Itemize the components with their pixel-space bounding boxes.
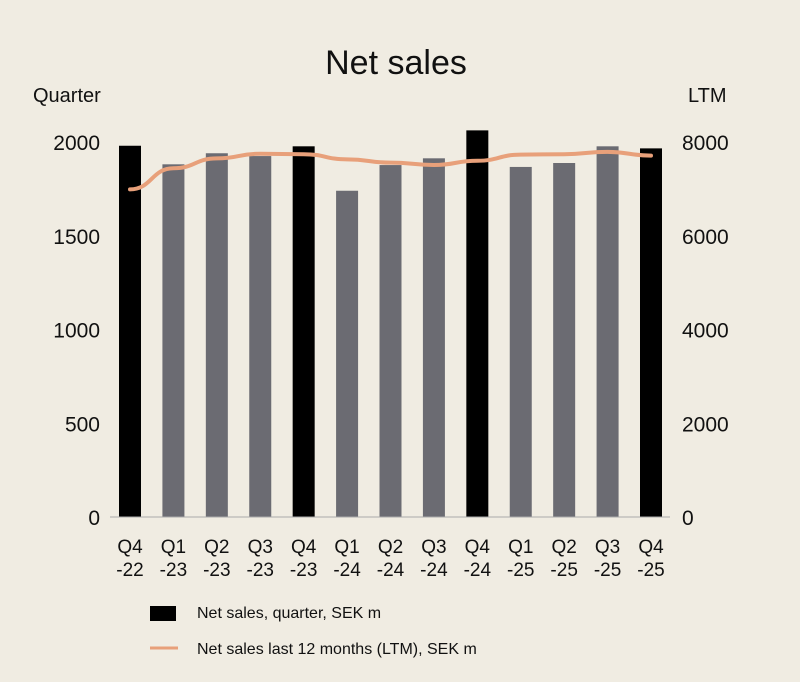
x-tick-label-year: -22 [116,560,143,581]
x-tick-label-year: -23 [160,560,187,581]
bar-Q3-23 [249,156,272,517]
right-tick-label: 2000 [682,413,729,436]
ltm-line [128,149,653,192]
left-tick-label: 1500 [53,226,100,249]
left-tick-label: 2000 [53,132,100,155]
x-tick-label: Q1 [334,537,359,558]
x-tick-label-year: -25 [507,560,534,581]
x-tick-label-year: -24 [333,560,361,581]
x-tick-label-year: -23 [290,560,317,581]
bar-Q4-22 [119,145,141,517]
x-tick-label: Q4 [465,537,491,558]
x-tick-label: Q2 [204,537,229,558]
right-tick-label: 6000 [682,226,729,249]
bar-Q3-25 [596,146,619,517]
bar-Q4-23 [292,146,315,517]
legend-bar-label: Net sales, quarter, SEK m [197,605,381,622]
x-tick-label-year: -23 [247,560,274,581]
x-tick-label-year: -25 [637,560,664,581]
legend-line-label: Net sales last 12 months (LTM), SEK m [197,641,477,658]
right-tick-label: 0 [682,507,694,530]
bar-Q1-23 [162,164,185,517]
x-tick-label: Q4 [291,537,317,558]
x-tick-label: Q2 [378,537,403,558]
left-tick-label: 0 [88,507,100,530]
bar-Q2-23 [205,153,228,517]
right-tick-label: 8000 [682,132,729,155]
x-tick-label: Q3 [421,537,446,558]
x-tick-label-year: -25 [550,560,577,581]
chart-title: Net sales [325,44,467,82]
right-axis-label: LTM [688,85,727,107]
right-tick-label: 4000 [682,320,729,343]
left-tick-label: 500 [65,413,100,436]
x-tick-label: Q1 [508,537,533,558]
left-tick-label: 1000 [53,320,100,343]
bar-Q1-24 [336,190,359,517]
bar-Q4-24 [466,130,489,517]
x-tick-label: Q1 [161,537,186,558]
x-tick-label-year: -23 [203,560,230,581]
x-tick-label-year: -24 [464,560,492,581]
x-tick-label: Q4 [117,537,143,558]
bar-Q3-24 [422,158,445,517]
bar-Q2-25 [553,163,576,517]
bar-Q2-24 [379,165,402,517]
legend-bar-swatch [150,606,176,621]
x-tick-label: Q2 [551,537,576,558]
x-tick-label: Q4 [638,537,664,558]
legend: Net sales, quarter, SEK m Net sales last… [150,605,477,658]
left-axis-label: Quarter [33,85,101,107]
x-tick-label-year: -25 [594,560,621,581]
x-tick-label-year: -24 [377,560,405,581]
x-tick-label-year: -24 [420,560,448,581]
x-tick-label: Q3 [248,537,273,558]
x-tick-label: Q3 [595,537,620,558]
bar-Q4-25 [640,148,662,517]
bar-Q1-25 [509,166,532,517]
